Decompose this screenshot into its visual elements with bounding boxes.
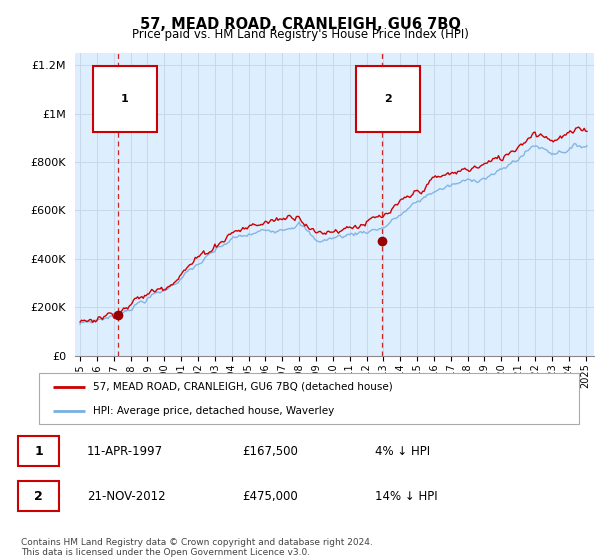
Text: 57, MEAD ROAD, CRANLEIGH, GU6 7BQ (detached house): 57, MEAD ROAD, CRANLEIGH, GU6 7BQ (detac… (93, 382, 393, 392)
Text: 14% ↓ HPI: 14% ↓ HPI (375, 489, 437, 503)
Text: 11-APR-1997: 11-APR-1997 (87, 445, 163, 458)
Text: 4% ↓ HPI: 4% ↓ HPI (375, 445, 430, 458)
Text: 21-NOV-2012: 21-NOV-2012 (87, 489, 166, 503)
Text: Contains HM Land Registry data © Crown copyright and database right 2024.
This d: Contains HM Land Registry data © Crown c… (21, 538, 373, 557)
Text: £167,500: £167,500 (242, 445, 298, 458)
Text: 1: 1 (34, 445, 43, 458)
Text: Price paid vs. HM Land Registry's House Price Index (HPI): Price paid vs. HM Land Registry's House … (131, 28, 469, 41)
FancyBboxPatch shape (18, 436, 59, 466)
Text: 1: 1 (121, 94, 129, 104)
Text: 57, MEAD ROAD, CRANLEIGH, GU6 7BQ: 57, MEAD ROAD, CRANLEIGH, GU6 7BQ (140, 17, 460, 32)
Text: HPI: Average price, detached house, Waverley: HPI: Average price, detached house, Wave… (93, 405, 334, 416)
FancyBboxPatch shape (18, 481, 59, 511)
FancyBboxPatch shape (39, 373, 579, 424)
Text: 2: 2 (384, 94, 392, 104)
Text: 2: 2 (34, 489, 43, 503)
Text: £475,000: £475,000 (242, 489, 298, 503)
